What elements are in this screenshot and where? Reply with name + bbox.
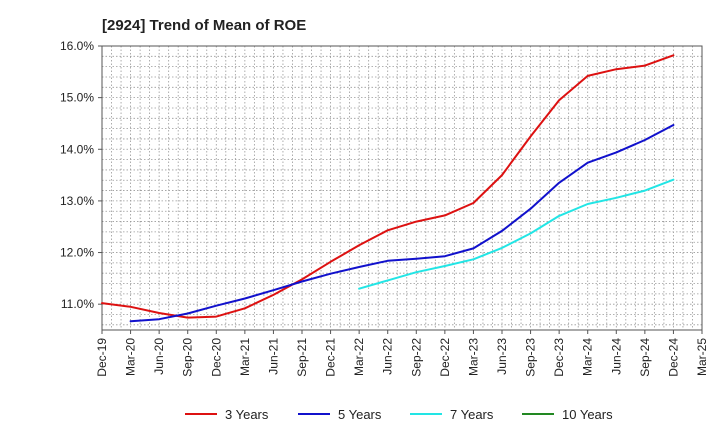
plot-background	[102, 46, 702, 330]
x-axis: Dec-19 Mar-20 Jun-20 Sep-20 Dec-20 Mar-21 Jun-…	[95, 330, 709, 377]
legend-label-10-years: 10 Years	[562, 407, 613, 422]
series-line-3-years	[101, 54, 675, 319]
legend-label-5-years: 5 Years	[338, 407, 382, 422]
x-tick-label: Sep-23	[524, 338, 538, 377]
x-tick-label: Mar-25	[695, 338, 709, 376]
x-tick-label: Dec-24	[666, 338, 680, 377]
x-tick-label: Jun-23	[495, 338, 509, 375]
x-tick-label: Mar-24	[581, 338, 595, 376]
x-tick-label: Mar-21	[238, 338, 252, 376]
x-tick-label: Sep-21	[295, 338, 309, 377]
series-line-7-years	[358, 178, 675, 290]
x-tick-label: Dec-21	[324, 338, 338, 377]
legend-label-7-years: 7 Years	[450, 407, 494, 422]
x-tick-label: Dec-19	[95, 338, 109, 377]
legend: 3 Years 5 Years 7 Years 10 Years	[185, 407, 613, 422]
x-tick-label: Mar-22	[352, 338, 366, 376]
y-tick-label: 12.0%	[60, 246, 94, 260]
x-tick-label: Mar-23	[466, 338, 480, 376]
y-tick-label: 16.0%	[60, 39, 94, 53]
chart-title: [2924] Trend of Mean of ROE	[102, 17, 306, 34]
x-tick-label: Mar-20	[124, 338, 138, 376]
legend-label-3-years: 3 Years	[225, 407, 269, 422]
y-tick-label: 14.0%	[60, 142, 94, 156]
x-tick-label: Dec-23	[552, 338, 566, 377]
x-tick-label: Sep-22	[409, 338, 423, 377]
y-tick-label: 15.0%	[60, 91, 94, 105]
series-lines	[101, 54, 675, 323]
plot-area	[101, 45, 703, 331]
plot-border	[101, 45, 703, 331]
x-tick-label: Jun-20	[152, 338, 166, 375]
x-tick-label: Jun-21	[266, 338, 280, 375]
x-tick-label: Dec-20	[209, 338, 223, 377]
y-axis: 11.0% 12.0% 13.0% 14.0% 15.0% 16.0%	[60, 39, 102, 311]
x-tick-label: Dec-22	[438, 338, 452, 377]
y-tick-label: 13.0%	[60, 194, 94, 208]
series-line-5-years	[129, 124, 675, 323]
y-tick-label: 11.0%	[61, 297, 94, 311]
x-tick-label: Jun-24	[609, 338, 623, 375]
x-tick-label: Sep-24	[638, 338, 652, 377]
x-tick-label: Sep-20	[181, 338, 195, 377]
x-tick-label: Jun-22	[381, 338, 395, 375]
